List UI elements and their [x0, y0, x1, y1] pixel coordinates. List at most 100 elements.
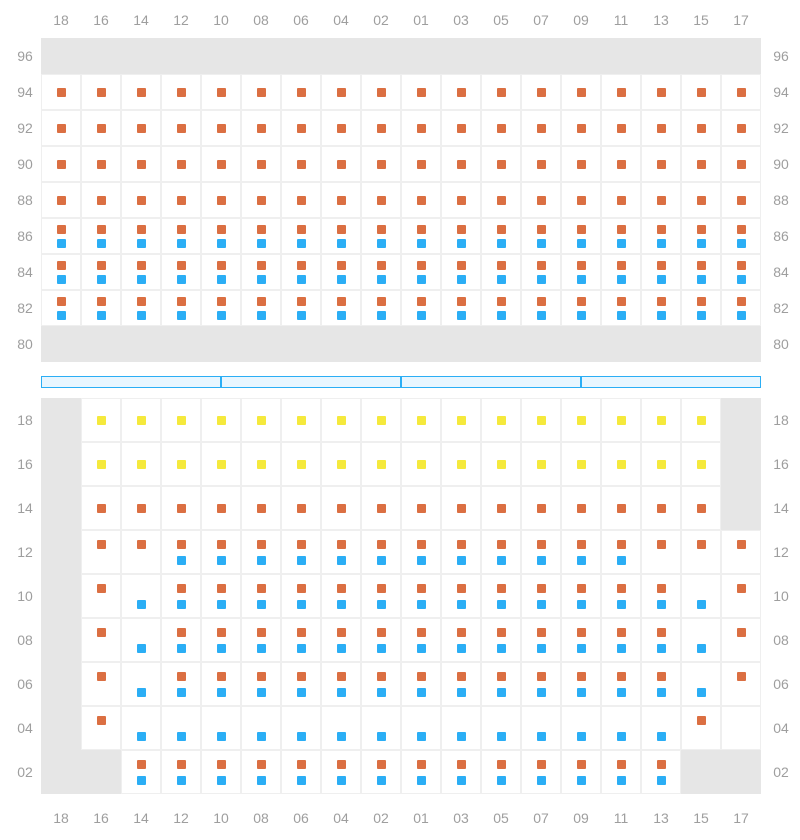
slot-marker[interactable]	[97, 297, 106, 306]
slot-marker[interactable]	[457, 688, 466, 697]
slot-marker[interactable]	[297, 124, 306, 133]
slot-marker[interactable]	[257, 297, 266, 306]
slot-marker[interactable]	[177, 628, 186, 637]
slot-marker[interactable]	[297, 540, 306, 549]
slot-marker[interactable]	[577, 124, 586, 133]
slot-marker[interactable]	[497, 540, 506, 549]
slot-marker[interactable]	[537, 556, 546, 565]
slot-marker[interactable]	[617, 196, 626, 205]
slot-marker[interactable]	[297, 297, 306, 306]
slot-marker[interactable]	[297, 196, 306, 205]
slot-marker[interactable]	[617, 644, 626, 653]
slot-marker[interactable]	[257, 261, 266, 270]
slot-marker[interactable]	[737, 584, 746, 593]
slot-marker[interactable]	[497, 261, 506, 270]
slot-marker[interactable]	[337, 261, 346, 270]
slot-marker[interactable]	[657, 416, 666, 425]
slot-marker[interactable]	[257, 776, 266, 785]
slot-marker[interactable]	[97, 504, 106, 513]
slot-marker[interactable]	[217, 760, 226, 769]
slot-marker[interactable]	[257, 460, 266, 469]
slot-marker[interactable]	[177, 261, 186, 270]
slot-marker[interactable]	[617, 311, 626, 320]
slot-marker[interactable]	[97, 124, 106, 133]
slot-marker[interactable]	[177, 540, 186, 549]
slot-marker[interactable]	[657, 628, 666, 637]
slot-marker[interactable]	[177, 760, 186, 769]
slot-marker[interactable]	[457, 160, 466, 169]
slot-marker[interactable]	[417, 760, 426, 769]
slot-marker[interactable]	[657, 261, 666, 270]
slot-marker[interactable]	[497, 600, 506, 609]
slot-marker[interactable]	[657, 732, 666, 741]
slot-marker[interactable]	[257, 225, 266, 234]
slot-marker[interactable]	[217, 776, 226, 785]
slot-marker[interactable]	[537, 688, 546, 697]
slot-marker[interactable]	[177, 88, 186, 97]
slot-marker[interactable]	[737, 196, 746, 205]
slot-marker[interactable]	[417, 644, 426, 653]
slot-marker[interactable]	[657, 688, 666, 697]
slot-marker[interactable]	[177, 239, 186, 248]
slot-marker[interactable]	[257, 416, 266, 425]
slot-marker[interactable]	[377, 732, 386, 741]
slot-marker[interactable]	[457, 644, 466, 653]
slot-marker[interactable]	[657, 540, 666, 549]
slot-marker[interactable]	[377, 688, 386, 697]
slot-marker[interactable]	[97, 672, 106, 681]
slot-marker[interactable]	[657, 584, 666, 593]
slot-marker[interactable]	[537, 239, 546, 248]
slot-marker[interactable]	[297, 600, 306, 609]
slot-marker[interactable]	[297, 460, 306, 469]
slot-marker[interactable]	[177, 584, 186, 593]
slot-marker[interactable]	[337, 275, 346, 284]
slot-marker[interactable]	[497, 124, 506, 133]
slot-marker[interactable]	[137, 88, 146, 97]
slot-marker[interactable]	[457, 540, 466, 549]
slot-marker[interactable]	[417, 416, 426, 425]
slot-marker[interactable]	[577, 760, 586, 769]
slot-marker[interactable]	[417, 160, 426, 169]
slot-marker[interactable]	[217, 416, 226, 425]
slot-marker[interactable]	[97, 460, 106, 469]
slot-marker[interactable]	[137, 600, 146, 609]
slot-marker[interactable]	[97, 239, 106, 248]
slot-marker[interactable]	[537, 760, 546, 769]
slot-marker[interactable]	[657, 504, 666, 513]
slot-marker[interactable]	[457, 760, 466, 769]
slot-marker[interactable]	[537, 732, 546, 741]
slot-marker[interactable]	[577, 628, 586, 637]
slot-marker[interactable]	[337, 760, 346, 769]
slot-marker[interactable]	[97, 540, 106, 549]
slot-marker[interactable]	[697, 160, 706, 169]
slot-marker[interactable]	[137, 732, 146, 741]
slot-marker[interactable]	[137, 416, 146, 425]
slot-marker[interactable]	[257, 760, 266, 769]
slot-marker[interactable]	[97, 261, 106, 270]
slot-marker[interactable]	[217, 584, 226, 593]
slot-marker[interactable]	[697, 124, 706, 133]
slot-marker[interactable]	[537, 600, 546, 609]
slot-marker[interactable]	[697, 297, 706, 306]
slot-marker[interactable]	[177, 416, 186, 425]
slot-marker[interactable]	[617, 584, 626, 593]
slot-marker[interactable]	[577, 644, 586, 653]
slot-marker[interactable]	[377, 239, 386, 248]
slot-marker[interactable]	[617, 225, 626, 234]
slot-marker[interactable]	[497, 504, 506, 513]
slot-marker[interactable]	[137, 688, 146, 697]
slot-marker[interactable]	[297, 760, 306, 769]
slot-marker[interactable]	[617, 160, 626, 169]
slot-marker[interactable]	[57, 225, 66, 234]
slot-marker[interactable]	[417, 628, 426, 637]
slot-marker[interactable]	[657, 88, 666, 97]
slot-marker[interactable]	[497, 760, 506, 769]
slot-marker[interactable]	[697, 600, 706, 609]
slot-marker[interactable]	[617, 88, 626, 97]
slot-marker[interactable]	[377, 584, 386, 593]
slot-marker[interactable]	[297, 160, 306, 169]
slot-marker[interactable]	[137, 311, 146, 320]
slot-marker[interactable]	[97, 160, 106, 169]
slot-marker[interactable]	[577, 239, 586, 248]
slot-marker[interactable]	[537, 504, 546, 513]
